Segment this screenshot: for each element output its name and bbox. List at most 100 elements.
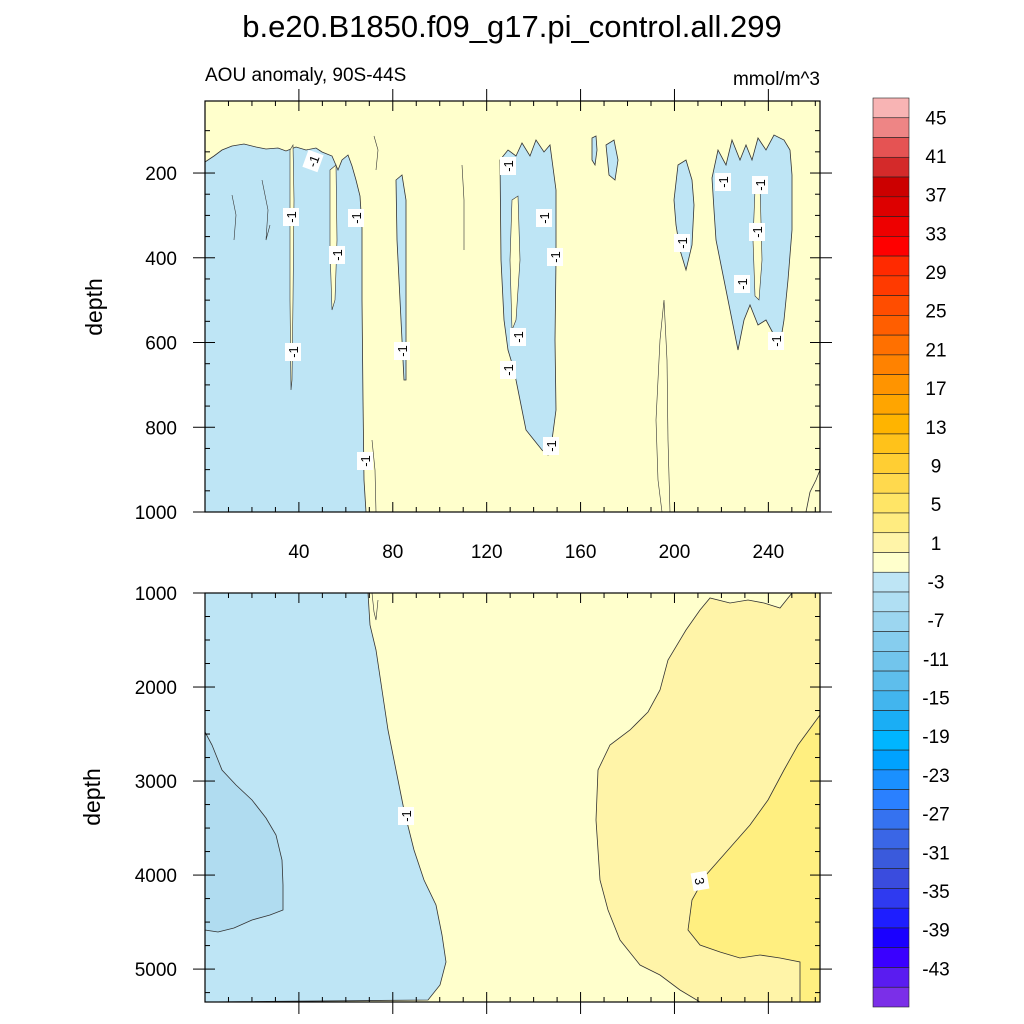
- contour-label: -1: [674, 234, 690, 252]
- colorbar-tick-label: -7: [928, 611, 945, 632]
- colorbar-tick-label: 1: [931, 534, 942, 555]
- colorbar-box: [872, 196, 910, 217]
- colorbar-tick-label: 13: [925, 418, 946, 439]
- contour-label: -1: [768, 332, 784, 350]
- colorbar-box: [872, 749, 910, 771]
- colorbar-tick-label: -3: [928, 573, 945, 594]
- colorbar-tick-label: 21: [925, 340, 946, 361]
- colorbar-tick-labels: 45 41 37 33 29 25 21 17 13 9 5 1 -3 -7 -11 -15 -19 -23 -27…: [922, 108, 949, 980]
- colorbar-box: [872, 611, 910, 632]
- contour-label: -1: [329, 246, 345, 264]
- contour-label-text: -1: [304, 153, 322, 169]
- lower-contour-line-1: [371, 592, 379, 621]
- colorbar-tick-label: -39: [922, 921, 949, 942]
- colorbar-tick-label: -23: [922, 766, 949, 787]
- contour-label-box: [674, 234, 690, 252]
- contour-label: -1: [510, 328, 526, 346]
- contour-label-box: [283, 208, 299, 226]
- contour-label-text: -1: [330, 249, 345, 261]
- upper-negative-streak-3: [605, 139, 619, 181]
- contour-label: -1: [357, 452, 373, 470]
- upper-negative-streak-1: [395, 174, 407, 381]
- upper-y-axis-label: depth: [81, 278, 107, 336]
- colorbar-box: [872, 137, 910, 158]
- colorbar-box: [872, 552, 910, 573]
- colorbar-box: [872, 769, 910, 790]
- colorbar-tick-label: 25: [925, 302, 946, 323]
- contour-label-box: [398, 807, 414, 825]
- contour-label: -1: [715, 173, 731, 191]
- colorbar-box: [872, 927, 910, 949]
- upper-positive-streak-3: [509, 195, 521, 331]
- contour-label-text: -1: [675, 237, 690, 249]
- colorbar-box: [872, 532, 910, 553]
- colorbar-tick-label: -35: [922, 882, 949, 903]
- contour-label-box: [348, 209, 364, 227]
- upper-x-tick-label: 160: [565, 542, 597, 563]
- colorbar-tick-label: -43: [922, 959, 949, 980]
- upper-negative-region-far-east: [711, 134, 793, 351]
- contour-label-text: -1: [358, 455, 373, 467]
- contour-label-text: -1: [769, 335, 784, 347]
- contour-label-box: [752, 176, 768, 194]
- colorbar-box: [872, 947, 910, 968]
- upper-x-tick-label: 40: [288, 542, 309, 563]
- upper-positive-streak-5: [655, 299, 671, 513]
- contour-label-text: -1: [537, 212, 552, 224]
- colorbar-tick-label: 29: [925, 263, 946, 284]
- contour-label-text: -1: [286, 346, 301, 358]
- lower-y-tick-label: 4000: [135, 866, 177, 887]
- colorbar-box: [872, 571, 910, 593]
- upper-positive-streak-1: [289, 143, 295, 391]
- contour-label-text: -1: [501, 364, 516, 376]
- contour-label: -1: [283, 208, 299, 226]
- colorbar-tick-label: 41: [925, 147, 946, 168]
- colorbar-box: [872, 512, 910, 534]
- colorbar-box: [872, 967, 910, 988]
- contour-label-box: [547, 248, 563, 266]
- upper-y-tick-label: 800: [145, 418, 177, 439]
- colorbar-tick-label: 5: [931, 495, 942, 516]
- colorbar-box: [872, 176, 910, 198]
- upper-contour-line-2: [461, 164, 465, 250]
- figure-title: b.e20.B1850.f09_g17.pi_control.all.299: [242, 9, 782, 44]
- colorbar-box: [872, 730, 910, 751]
- contour-label-text: 3: [691, 876, 707, 886]
- lower-panel: 1000 2000 3000 4000 5000 depth: [79, 584, 832, 1014]
- contour-level-labels: -1 -1 -1 -1 -1 -1 -1 -1 -1 -1 -1 -1 -1 -1 -1 -1 -1 -1 -1 -1…: [283, 149, 784, 892]
- upper-contour-line-east-edge: [805, 469, 821, 513]
- contour-label: -1: [398, 807, 414, 825]
- colorbar-box: [872, 334, 910, 356]
- contour-label-box: [285, 343, 301, 361]
- lower-y-tick-label: 1000: [135, 584, 177, 605]
- lower-y-tick-label: 5000: [135, 960, 177, 981]
- colorbar-box: [872, 413, 910, 435]
- colorbar-tick-label: -11: [923, 650, 949, 671]
- colorbar-box: [872, 591, 910, 613]
- contour-label-text: -1: [284, 211, 299, 223]
- upper-x-tick-label: 80: [382, 542, 403, 563]
- contour-label-box: [510, 328, 526, 346]
- colorbar-box: [872, 354, 910, 375]
- colorbar-box: [872, 828, 910, 850]
- contour-label-text: -1: [501, 160, 516, 172]
- upper-panel: 40 80 120 160 200 240 200 400 600 800 1000 depth: [81, 89, 832, 563]
- contour-label-box: [715, 173, 731, 191]
- contour-label: -1: [285, 343, 301, 361]
- contour-label: -1: [547, 248, 563, 266]
- contour-label-text: -1: [753, 179, 768, 191]
- upper-y-tick-label: 200: [145, 164, 177, 185]
- contour-label-box: [543, 437, 559, 455]
- contour-label-text: -1: [750, 226, 765, 238]
- contour-label-text: -1: [349, 212, 364, 224]
- upper-x-tick-label: 120: [471, 542, 503, 563]
- colorbar-tick-label: 33: [925, 224, 946, 245]
- upper-y-tick-label: 1000: [135, 503, 177, 524]
- upper-negative-region-west: [204, 143, 367, 513]
- upper-contour-line-4: [261, 179, 271, 241]
- lower-positive-region-3to5: [687, 713, 821, 1003]
- contour-label-text: -1: [395, 345, 410, 357]
- contour-label-box: [536, 209, 552, 227]
- upper-negative-streak-2: [591, 135, 598, 167]
- colorbar-box: [872, 986, 910, 1008]
